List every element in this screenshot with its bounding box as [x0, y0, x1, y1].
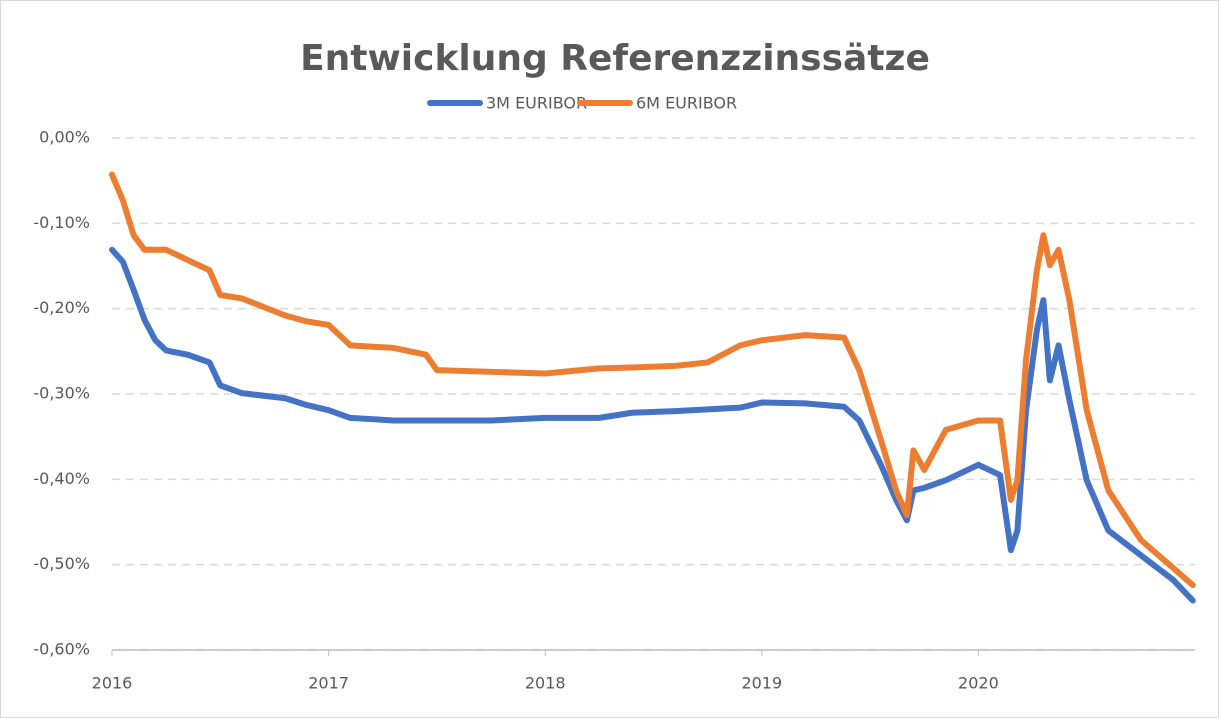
y-tick-label: -0,10%: [33, 213, 90, 232]
y-tick-label: -0,20%: [33, 298, 90, 317]
y-tick-label: -0,50%: [33, 554, 90, 573]
y-tick-label: 0,00%: [39, 128, 90, 147]
legend-label: 3M EURIBOR: [486, 94, 587, 113]
x-tick-label: 2018: [525, 674, 566, 693]
legend-label: 6M EURIBOR: [636, 94, 737, 113]
y-tick-label: -0,60%: [33, 640, 90, 659]
x-tick-label: 2017: [308, 674, 349, 693]
x-tick-label: 2020: [958, 674, 999, 693]
series-line: [109, 246, 1196, 604]
x-tick-label: 2016: [92, 674, 133, 693]
y-tick-label: -0,40%: [33, 469, 90, 488]
y-tick-label: -0,30%: [33, 384, 90, 403]
series-line: [109, 171, 1196, 589]
x-tick-label: 2019: [741, 674, 782, 693]
chart-title: Entwicklung Referenzzinssätze: [300, 38, 930, 79]
